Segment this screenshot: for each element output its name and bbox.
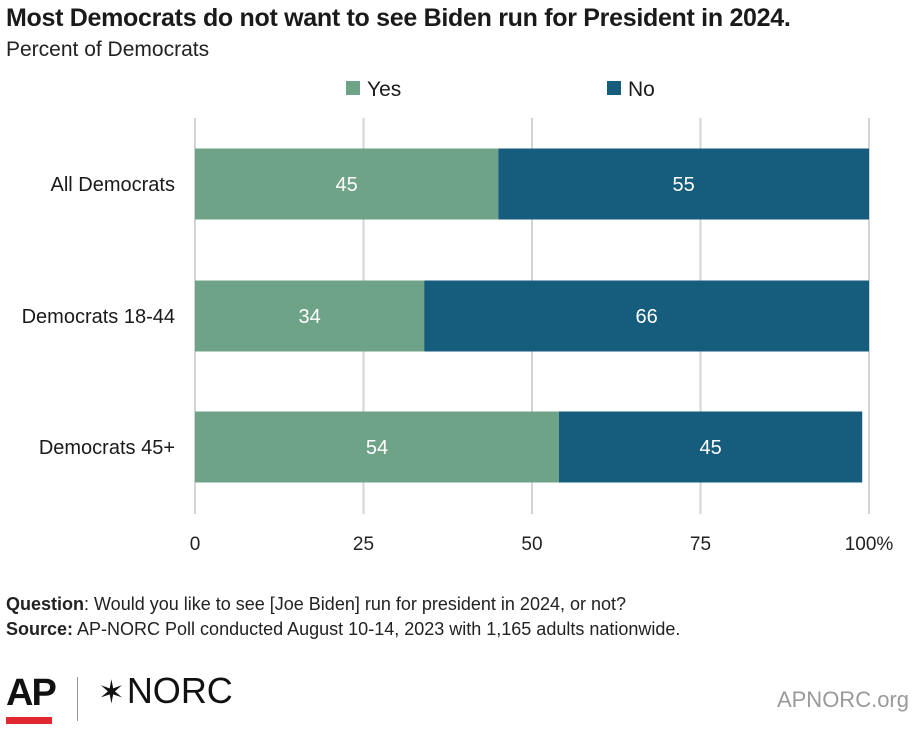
category-label: Democrats 45+	[39, 437, 175, 459]
bar-segment	[195, 411, 559, 483]
norc-logo: ✶NORC	[98, 670, 233, 712]
data-label: 54	[366, 437, 388, 459]
question-label: Question	[6, 594, 85, 614]
ap-logo: AP	[6, 672, 57, 714]
x-tick-label: 50	[521, 534, 542, 555]
data-label: 34	[298, 306, 320, 328]
chart-notes: Question: Would you like to see [Joe Bid…	[6, 592, 680, 642]
chart-subtitle: Percent of Democrats	[6, 38, 210, 61]
bar-segment	[558, 411, 863, 483]
question-note: Question: Would you like to see [Joe Bid…	[6, 592, 680, 617]
category-label: Democrats 18-44	[22, 306, 175, 328]
bar-segment	[424, 280, 869, 352]
legend-label: Yes	[367, 78, 401, 101]
x-tick-label: 25	[353, 534, 374, 555]
source-label: Source:	[6, 619, 74, 639]
logo-divider	[77, 677, 78, 721]
ap-logo-underline	[6, 717, 52, 724]
legend-swatch	[607, 81, 621, 95]
chart-title: Most Democrats do not want to see Biden …	[6, 4, 791, 32]
legend-swatch	[346, 81, 360, 95]
data-label: 66	[635, 306, 657, 328]
legend-label: No	[628, 78, 655, 101]
data-label: 45	[336, 174, 358, 196]
bar-segment	[195, 280, 425, 352]
bar-segment	[195, 148, 499, 220]
x-tick-label: 100%	[845, 534, 894, 555]
norc-logo-text: NORC	[126, 670, 233, 711]
source-note: Source: AP-NORC Poll conducted August 10…	[6, 617, 680, 642]
data-label: 45	[699, 437, 721, 459]
asterisk-icon: ✶	[98, 674, 125, 710]
x-tick-label: 75	[690, 534, 711, 555]
x-tick-label: 0	[190, 534, 201, 555]
question-text: : Would you like to see [Joe Biden] run …	[84, 594, 627, 614]
bar-segment	[498, 148, 869, 220]
category-label: All Democrats	[51, 174, 175, 196]
stacked-bar-chart: 0 25 50 75 100% Yes No All Democrats 45 55 Democra…	[22, 78, 894, 555]
data-label: 55	[673, 174, 695, 196]
source-text: AP-NORC Poll conducted August 10-14, 202…	[73, 619, 681, 639]
website-link[interactable]: APNORC.org	[776, 687, 909, 712]
